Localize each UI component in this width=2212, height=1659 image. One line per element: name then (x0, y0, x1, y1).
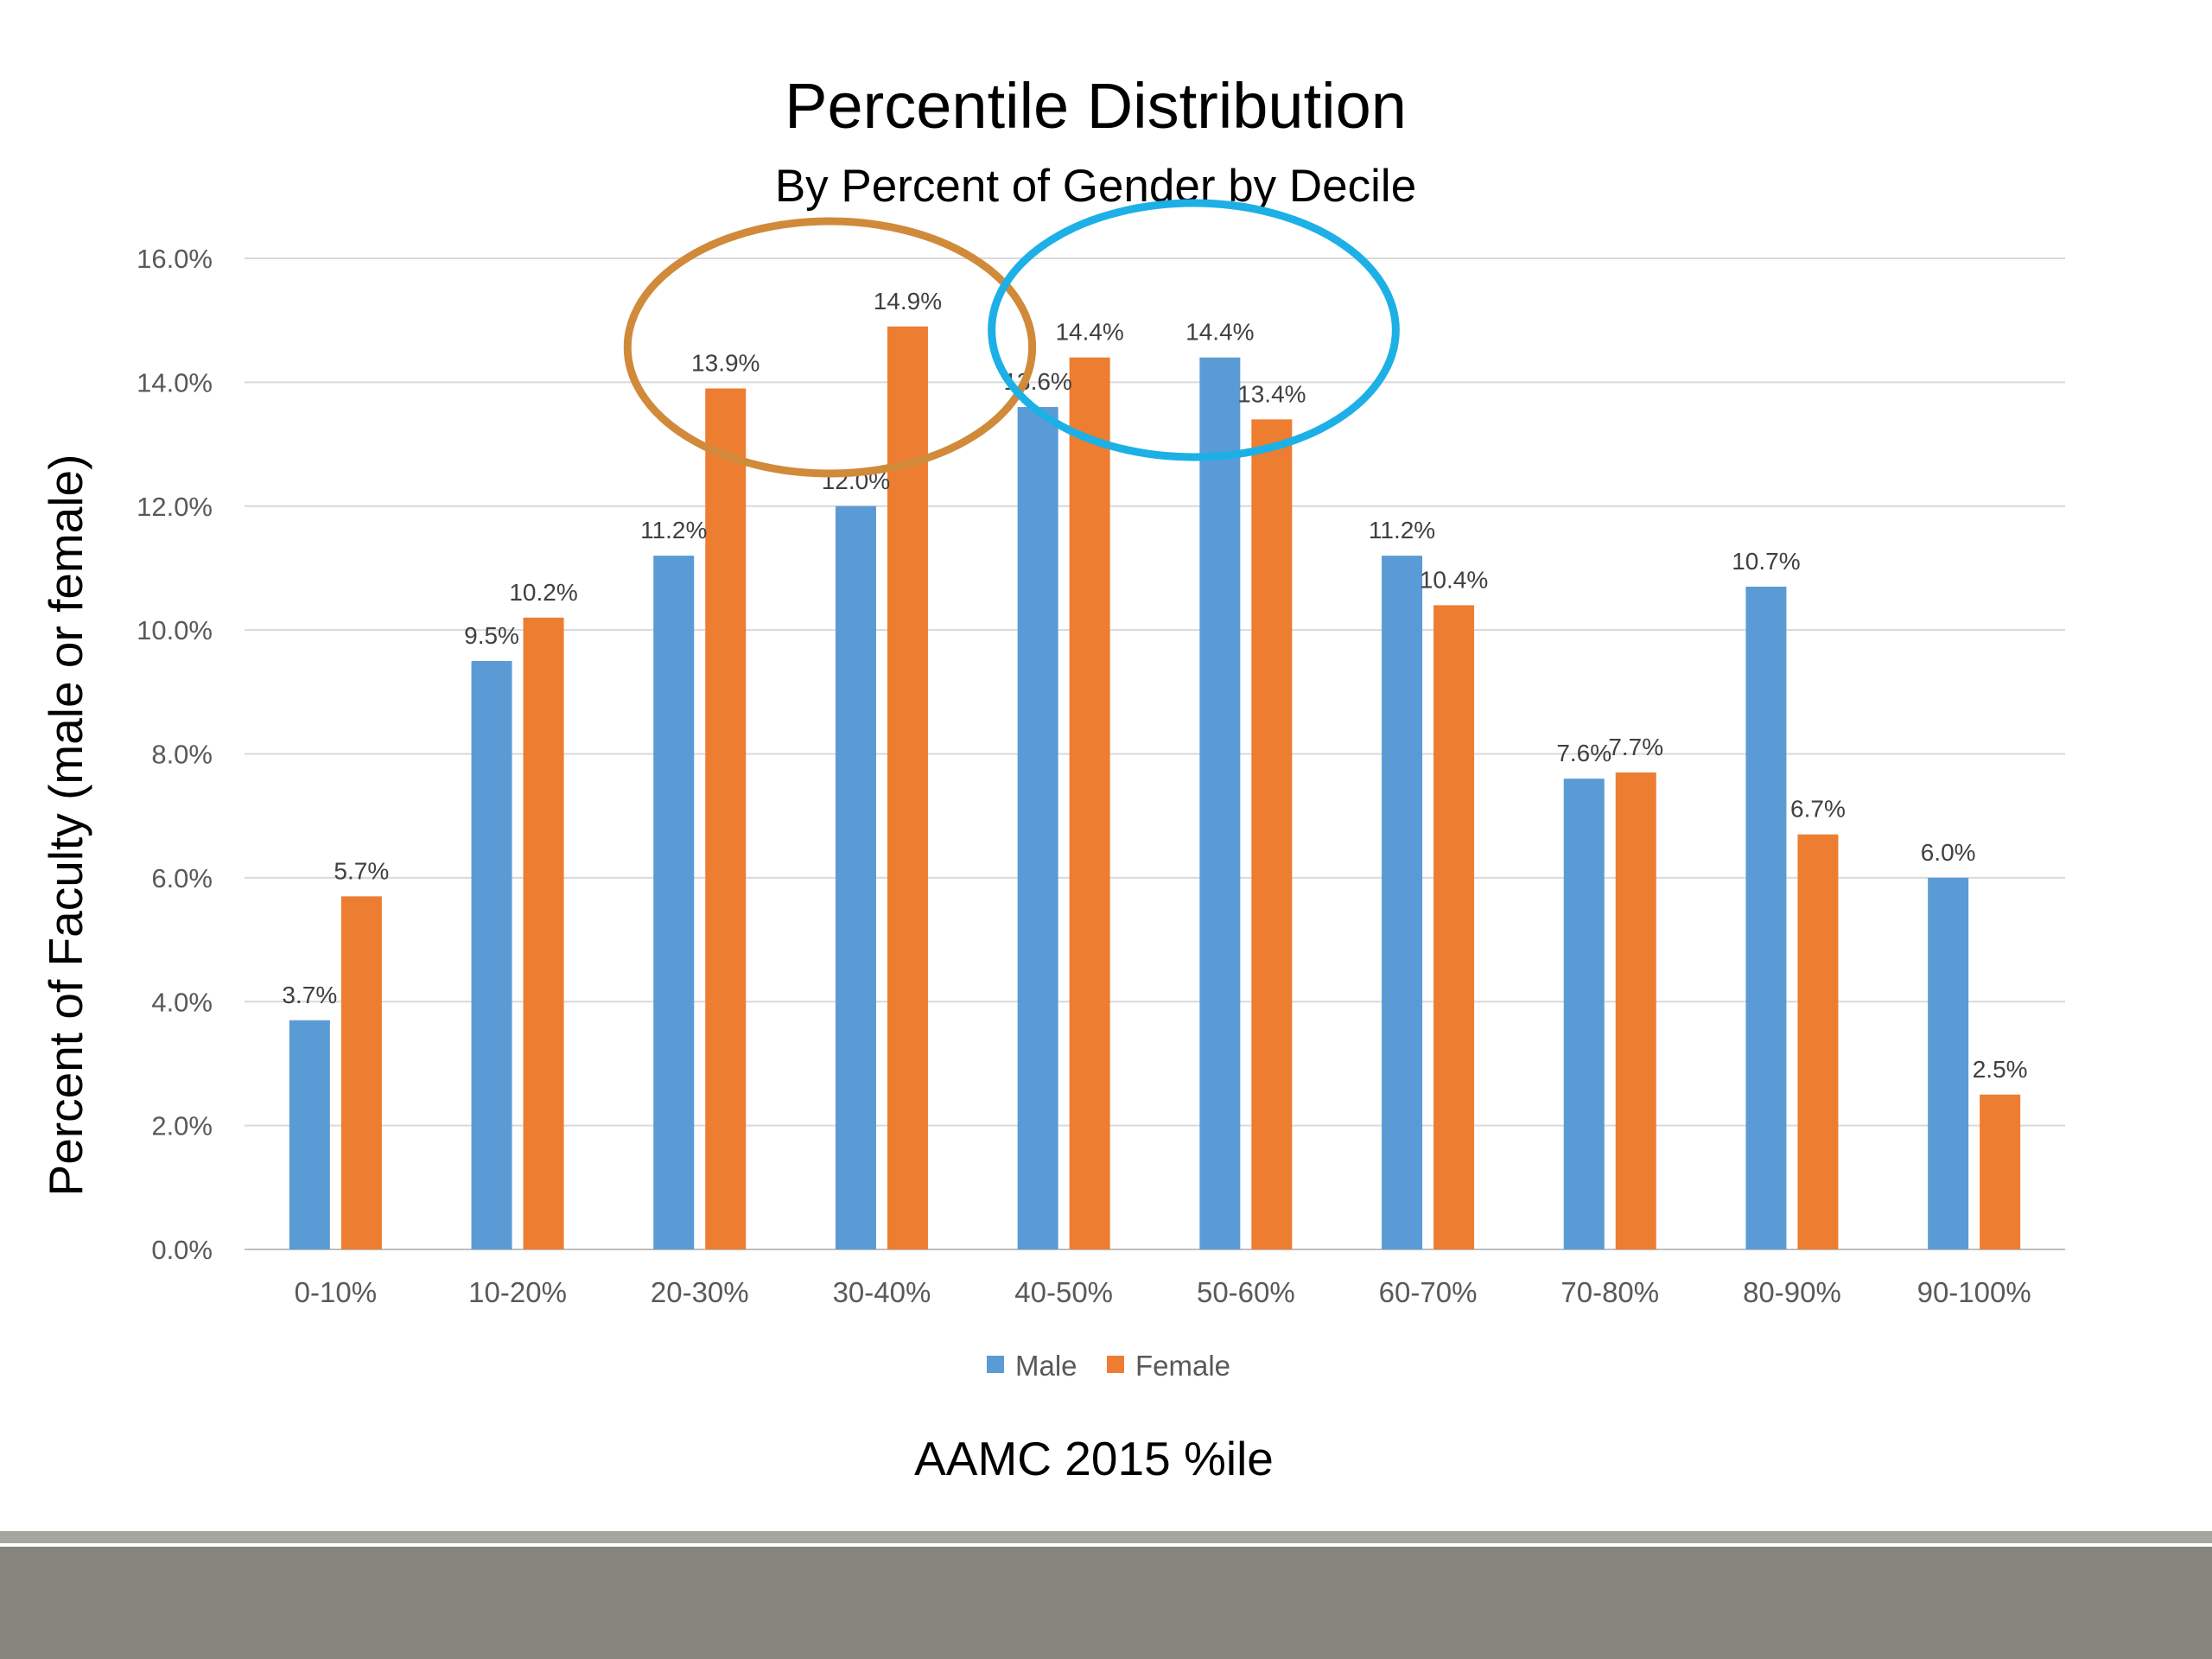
bar-male-50-60% (1199, 357, 1241, 1250)
y-tick-label: 10.0% (137, 615, 213, 645)
bar-female-90-100% (1980, 1094, 2021, 1249)
highlight-ellipse (623, 217, 1037, 478)
legend-label-female: Female (1135, 1350, 1230, 1382)
y-tick-label: 8.0% (151, 740, 213, 770)
data-label-male: 14.4% (1185, 319, 1254, 346)
x-axis-categories: 0-10% 10-20% 20-30% 30-40% 40-50% 50-60% 60-70… (295, 1276, 2031, 1308)
y-tick-label: 14.0% (137, 367, 213, 397)
footer-band (0, 1547, 2212, 1659)
annotations (623, 199, 1400, 478)
bar-male-70-80% (1563, 779, 1605, 1249)
data-labels: 3.7%5.7%9.5%10.2%11.2%13.9%12.0%14.9%13.… (282, 288, 2027, 1083)
y-tick-label: 0.0% (151, 1235, 213, 1265)
x-tick-label: 70-80% (1560, 1276, 1659, 1308)
data-label-male: 3.7% (282, 982, 337, 1008)
bar-female-70-80% (1615, 772, 1656, 1249)
y-tick-label: 12.0% (137, 492, 213, 522)
footer-stripe (0, 1531, 2212, 1543)
bar-male-40-50% (1017, 407, 1058, 1249)
bar-male-30-40% (835, 505, 876, 1249)
x-tick-label: 50-60% (1197, 1276, 1295, 1308)
bar-male-60-70% (1382, 556, 1423, 1249)
x-tick-label: 0-10% (295, 1276, 377, 1308)
y-tick-label: 4.0% (151, 987, 213, 1017)
data-label-male: 11.2% (1369, 517, 1435, 543)
bar-female-80-90% (1797, 834, 1839, 1249)
y-axis-ticks: 0.0% 2.0% 4.0% 6.0% 8.0% 10.0% 12.0% 14.0% 16.0% (137, 244, 213, 1265)
x-tick-label: 40-50% (1014, 1276, 1113, 1308)
data-label-male: 6.0% (1921, 839, 1976, 866)
y-tick-label: 16.0% (137, 244, 213, 274)
data-label-female: 13.4% (1237, 380, 1306, 407)
bar-female-50-60% (1251, 419, 1293, 1249)
data-label-female: 10.2% (509, 579, 577, 606)
bar-female-10-20% (523, 617, 564, 1249)
data-label-female: 14.9% (874, 288, 942, 315)
legend-label-male: Male (1015, 1350, 1077, 1382)
x-tick-label: 20-30% (651, 1276, 749, 1308)
chart-title: Percentile Distribution (785, 70, 1407, 142)
x-tick-label: 10-20% (468, 1276, 567, 1308)
bar-female-40-50% (1069, 357, 1110, 1250)
bar-female-30-40% (887, 326, 928, 1250)
gridlines (245, 257, 2065, 1250)
x-tick-label: 80-90% (1743, 1276, 1841, 1308)
data-label-female: 14.4% (1055, 319, 1123, 346)
bar-male-20-30% (653, 556, 695, 1249)
data-label-female: 10.4% (1420, 566, 1488, 593)
data-label-female: 5.7% (334, 857, 389, 884)
bar-female-60-70% (1433, 605, 1475, 1249)
data-label-male: 9.5% (464, 622, 519, 649)
x-axis-title: AAMC 2015 %ile (914, 1432, 1274, 1485)
bar-male-10-20% (471, 660, 512, 1249)
data-label-female: 6.7% (1790, 796, 1846, 823)
bar-female-20-30% (705, 388, 747, 1249)
data-label-female: 7.7% (1608, 734, 1663, 760)
x-tick-label: 30-40% (833, 1276, 931, 1308)
x-tick-label: 90-100% (1917, 1276, 2031, 1308)
data-label-female: 2.5% (1973, 1056, 2028, 1083)
data-label-male: 7.6% (1556, 740, 1611, 766)
bar-male-80-90% (1745, 586, 1787, 1249)
bars (289, 326, 2021, 1250)
bar-male-90-100% (1928, 877, 1969, 1249)
legend-swatch-male (987, 1356, 1004, 1373)
legend: Male Female (987, 1350, 1230, 1382)
legend-swatch-female (1107, 1356, 1124, 1373)
chart-subtitle: By Percent of Gender by Decile (775, 161, 1416, 212)
bar-female-0-10% (340, 896, 382, 1249)
data-label-male: 10.7% (1732, 548, 1800, 575)
x-tick-label: 60-70% (1379, 1276, 1478, 1308)
y-tick-label: 6.0% (151, 863, 213, 893)
data-label-male: 11.2% (640, 517, 707, 543)
highlight-ellipse (988, 199, 1400, 461)
y-axis-title: Percent of Faculty (male or female) (39, 454, 92, 1197)
y-tick-label: 2.0% (151, 1111, 213, 1141)
data-label-female: 13.9% (691, 350, 760, 377)
bar-male-0-10% (289, 1020, 330, 1249)
